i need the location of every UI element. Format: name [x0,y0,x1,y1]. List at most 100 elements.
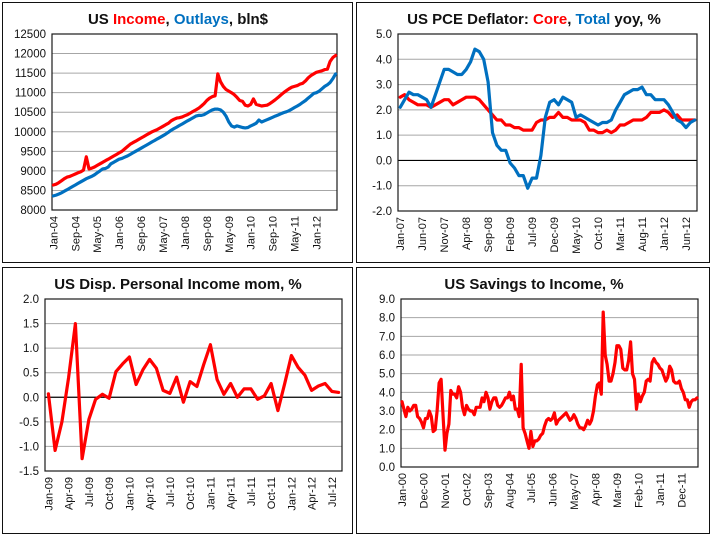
x-tick-label: Apr-12 [307,477,319,510]
y-tick-label: 4.0 [376,54,392,66]
x-tick-label: Jan-00 [397,473,409,507]
x-tick-label: Nov-07 [439,217,451,252]
series-line-income [51,53,338,187]
y-tick-label: 7.0 [379,331,395,343]
chart-title-part: US Disp. Personal Income mom, % [54,276,302,293]
y-tick-label: 0.0 [376,155,392,167]
chart-svg-pce-deflator: US PCE Deflator: Core, Total yoy, % -2.0 -… [372,11,698,254]
y-tick-label: 8000 [20,205,46,217]
x-tick-label: Sep-03 [483,473,495,508]
y-tick-label: 1.0 [379,443,395,455]
chart-title-part: Core [533,11,567,28]
y-tick-label: 5.0 [376,29,392,41]
x-tick-label: Jul-09 [84,477,96,507]
x-tick-label: May-07 [158,216,170,253]
x-tick-label: Jul-10 [165,477,177,507]
x-tick-label: Feb-09 [505,217,517,252]
y-tick-label: 8500 [20,185,46,197]
plot-area [397,33,698,212]
chart-title-part: US Savings to Income, % [444,276,623,293]
x-tick-label: Jul-12 [327,477,339,507]
x-tick-label: Jan-04 [48,216,60,250]
chart-title-part: , [567,11,575,28]
x-tick-label: Sep-08 [202,216,214,251]
x-tick-label: Oct-10 [593,217,605,250]
chart-title: US Income, Outlays, bln$ [88,11,269,28]
y-tick-label: 3.0 [379,406,395,418]
x-tick-label: Dec-11 [676,473,688,508]
y-tick-label: -1.5 [19,466,39,478]
x-tick-label: May-05 [92,216,104,253]
x-tick-label: Apr-08 [461,217,473,250]
x-tick-label: Nov-01 [440,473,452,508]
plot-area [44,298,343,472]
x-tick-label: Aug-04 [504,473,516,508]
x-tick-label: Jan-09 [43,477,55,511]
x-tick-label: Sep-06 [136,216,148,251]
x-tick-label: Dec-00 [418,473,430,508]
y-tick-label: 1.5 [23,319,39,331]
x-tick-label: Dec-09 [549,217,561,252]
x-tick-label: May-07 [569,473,581,510]
x-tick-label: Sep-10 [268,216,280,251]
chart-title-part: Outlays [174,11,229,28]
x-tick-label: Oct-11 [266,477,278,509]
y-tick-label: 12000 [14,49,46,61]
x-tick-label: Oct-09 [104,477,116,510]
plot-area [400,298,699,468]
x-tick-label: May-10 [571,217,583,254]
chart-title: US PCE Deflator: Core, Total yoy, % [407,11,661,28]
x-tick-label: Jan-12 [311,216,323,250]
series-line-total [398,47,697,190]
x-tick-label: Jan-11 [205,477,217,510]
x-tick-label: Mar-11 [615,217,627,251]
x-tick-label: Jul-05 [526,473,538,503]
x-tick-label: Oct-02 [461,473,473,506]
y-tick-label: 12500 [14,29,46,41]
x-tick-label: Jan-12 [286,477,298,511]
chart-panel-pce-deflator: US PCE Deflator: Core, Total yoy, % -2.0 -… [356,2,710,263]
y-tick-label: 9500 [20,146,46,158]
x-tick-label: Aug-11 [637,217,649,252]
y-tick-label: 0.0 [23,392,39,404]
x-tick-label: Apr-10 [145,477,157,510]
chart-panel-income-outlays: US Income, Outlays, bln$ 8000 8500 9000 9500… [2,2,353,263]
y-tick-label: -0.5 [19,417,39,429]
series-line-outlays [51,72,338,198]
x-tick-label: Apr-09 [64,477,76,510]
y-tick-label: -1.0 [19,441,39,453]
x-tick-label: Jan-10 [246,216,258,250]
y-tick-label: 2.0 [23,294,39,306]
y-tick-label: 8.0 [379,313,395,325]
y-tick-label: 2.0 [376,105,392,117]
y-tick-label: 10500 [14,107,46,119]
y-tick-label: 0.5 [23,368,39,380]
series-line-savings-to-income [400,310,699,452]
x-tick-label: Jan-08 [180,216,192,250]
x-tick-label: Sep-08 [483,217,495,252]
x-tick-label: Jan-06 [114,216,126,250]
chart-panel-disp-income-mom: US Disp. Personal Income mom, % -1.5 -1.0 -… [2,267,353,534]
y-tick-label: 1.0 [376,130,392,142]
y-tick-label: -1.0 [372,181,392,193]
x-tick-label: May-11 [290,216,302,252]
y-tick-label: 5.0 [379,369,395,381]
y-tick-label: -2.0 [372,206,392,218]
chart-title-part: Total [576,11,611,28]
y-tick-label: 4.0 [379,387,395,399]
y-tick-label: 3.0 [376,80,392,92]
plot-area [51,33,338,211]
y-tick-label: 1.0 [23,343,39,355]
x-tick-label: May-09 [224,216,236,253]
y-tick-label: 9.0 [379,294,395,306]
chart-svg-disp-income-mom: US Disp. Personal Income mom, % -1.5 -1.0 -… [19,276,343,511]
x-tick-label: Jan-11 [655,473,667,506]
x-tick-label: Jan-10 [124,477,136,511]
x-tick-label: Oct-10 [185,477,197,510]
y-tick-label: 6.0 [379,350,395,362]
y-tick-label: 0.0 [379,462,395,474]
x-tick-label: Apr-11 [226,477,238,509]
x-tick-label: Apr-08 [590,473,602,506]
y-tick-label: 2.0 [379,425,395,437]
x-tick-label: Feb-10 [633,473,645,508]
